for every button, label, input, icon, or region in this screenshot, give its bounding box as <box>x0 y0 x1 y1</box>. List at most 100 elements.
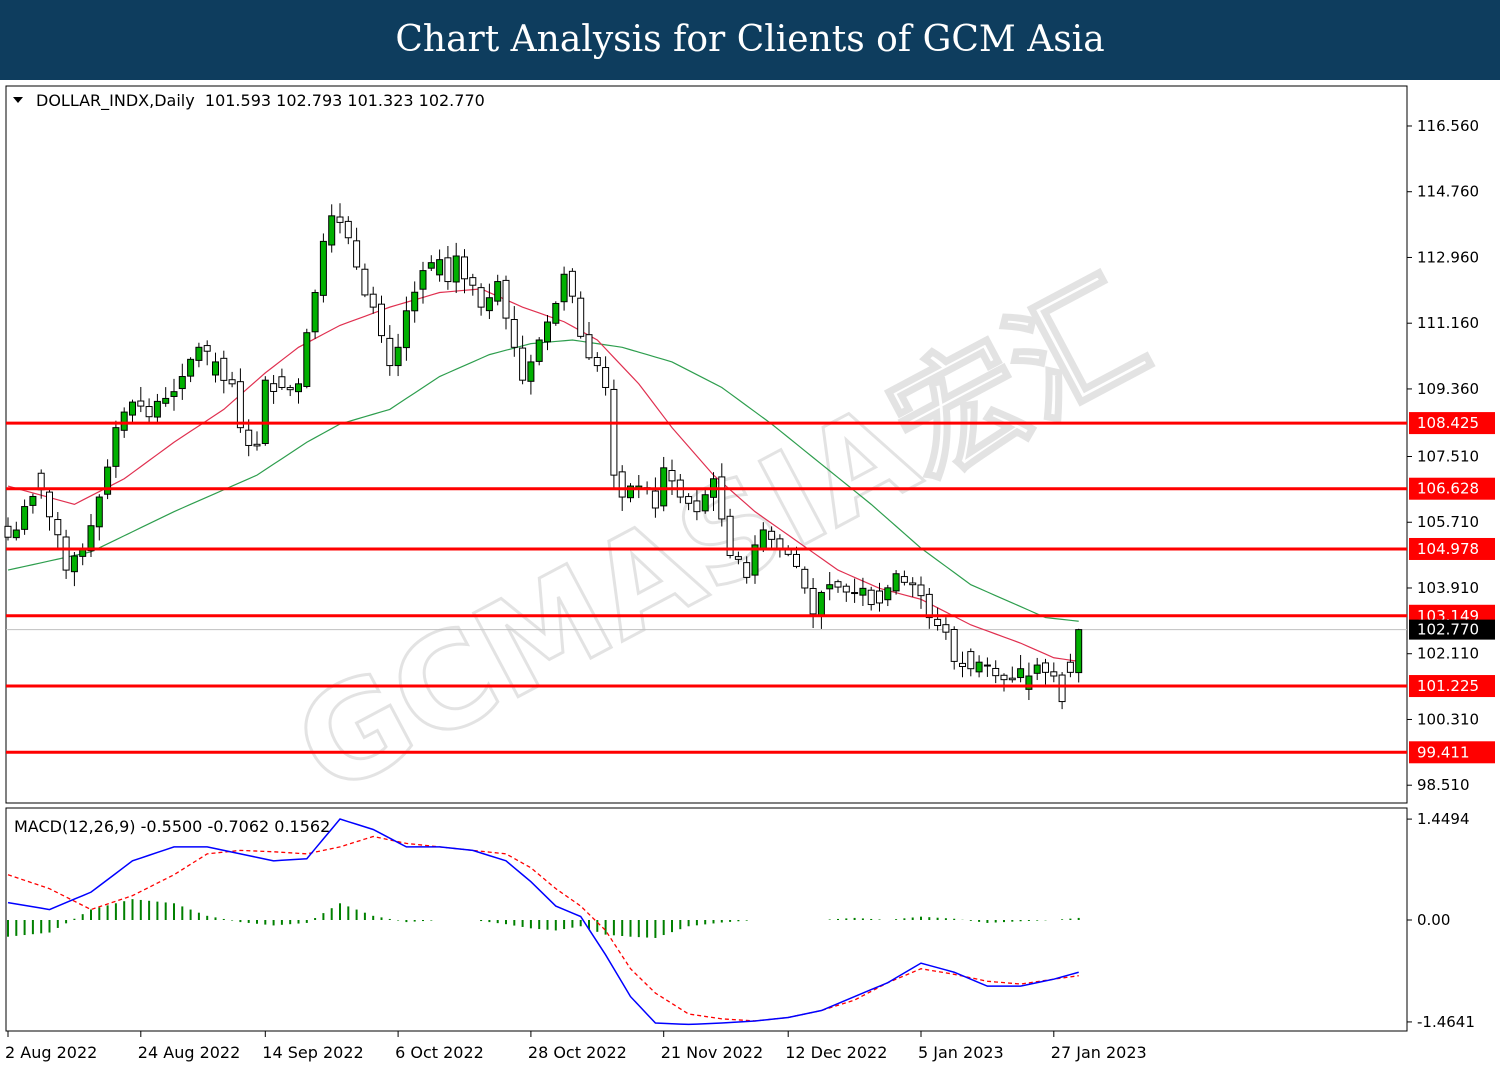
candlestick <box>344 216 352 245</box>
candle-body <box>685 496 693 504</box>
date-axis-label: 27 Jan 2023 <box>1051 1043 1147 1062</box>
level-label: 99.411 <box>1417 743 1470 761</box>
candlestick <box>178 363 186 400</box>
candlestick <box>386 325 394 376</box>
candlestick <box>975 655 983 678</box>
candle-body <box>145 406 153 418</box>
candlestick <box>1066 653 1074 678</box>
candle-body <box>394 346 402 367</box>
candle-body <box>336 216 344 223</box>
candle-body <box>593 356 601 367</box>
candle-body <box>187 358 195 377</box>
candlestick <box>693 489 701 521</box>
candle-body <box>270 383 278 392</box>
candle-body <box>485 297 493 312</box>
candlestick <box>104 459 112 500</box>
candlestick <box>544 315 551 351</box>
candle-body <box>983 664 991 667</box>
candlestick <box>768 526 776 548</box>
candle-body <box>162 397 170 404</box>
dropdown-triangle-icon[interactable] <box>13 97 23 103</box>
candlestick <box>610 379 618 489</box>
candlestick <box>834 579 842 593</box>
candle-body <box>660 467 668 507</box>
candle-body <box>104 466 112 495</box>
candlestick <box>328 204 336 253</box>
candlestick <box>261 376 269 446</box>
price-axis-label: 103.910 <box>1417 579 1479 597</box>
date-axis-label: 24 Aug 2022 <box>138 1043 241 1062</box>
candle-body <box>4 525 12 538</box>
candlestick <box>95 494 103 541</box>
candlestick <box>552 301 560 326</box>
candlestick <box>892 570 900 595</box>
price-axis-label: 98.510 <box>1417 776 1470 794</box>
candlestick <box>593 352 601 372</box>
candle-body <box>909 582 917 586</box>
candle-body <box>29 495 37 506</box>
candlestick <box>353 227 361 270</box>
candlestick <box>876 582 883 612</box>
date-axis-label: 21 Nov 2022 <box>661 1043 763 1062</box>
candle-body <box>369 293 377 308</box>
candlestick <box>245 419 253 457</box>
price-axis-label: 116.560 <box>1417 117 1479 135</box>
macd-axis-label: -1.4641 <box>1417 1013 1475 1031</box>
candlestick <box>917 576 925 609</box>
candle-body <box>353 240 361 268</box>
candlestick <box>369 286 377 314</box>
candlestick <box>378 295 385 343</box>
candlestick <box>112 420 120 478</box>
candle-body <box>975 661 983 673</box>
candle-body <box>170 391 178 397</box>
candle-body <box>917 584 925 597</box>
candlestick <box>46 489 53 531</box>
candle-body <box>70 555 78 573</box>
candle-body <box>411 291 419 312</box>
candle-body <box>112 427 120 467</box>
candle-body <box>693 500 701 513</box>
candlestick <box>436 249 444 282</box>
candle-body <box>560 273 568 303</box>
candle-body <box>942 624 950 633</box>
candlestick <box>4 517 12 541</box>
current-price-label: 102.770 <box>1417 621 1479 639</box>
price-axis-label: 111.160 <box>1417 314 1479 332</box>
chart-area: GCMASIA宏汇 116.560114.760112.960111.16010… <box>4 85 1495 1062</box>
candle-body <box>734 556 742 560</box>
candle-body <box>153 400 161 418</box>
candlestick <box>925 588 933 629</box>
candle-body <box>477 287 485 308</box>
candlestick <box>1033 657 1041 681</box>
candlestick <box>12 521 20 541</box>
candle-body <box>577 297 585 337</box>
level-label: 104.978 <box>1417 540 1479 558</box>
candlestick <box>187 357 195 383</box>
candle-body <box>776 538 784 549</box>
candlestick <box>427 255 435 271</box>
candle-body <box>851 592 859 595</box>
candlestick <box>734 551 742 565</box>
candlestick <box>809 578 817 629</box>
candle-body <box>627 485 634 499</box>
candlestick <box>801 566 809 594</box>
date-axis-label: 14 Sep 2022 <box>262 1043 363 1062</box>
candle-body <box>228 379 236 385</box>
candlestick <box>743 556 751 584</box>
candle-body <box>220 357 228 381</box>
candlestick <box>1000 673 1008 692</box>
candlestick <box>602 356 610 396</box>
candlestick <box>950 626 958 670</box>
candle-body <box>892 573 900 592</box>
candlestick <box>884 584 892 607</box>
candle-body <box>1017 668 1025 679</box>
candle-body <box>759 529 767 549</box>
candle-body <box>527 361 535 382</box>
candlestick <box>153 393 161 423</box>
candlestick <box>419 261 427 304</box>
price-axis-label: 109.360 <box>1417 380 1479 398</box>
candle-body <box>718 476 726 520</box>
candlestick <box>303 328 311 389</box>
candle-body <box>1042 662 1049 673</box>
candle-body <box>544 321 551 343</box>
